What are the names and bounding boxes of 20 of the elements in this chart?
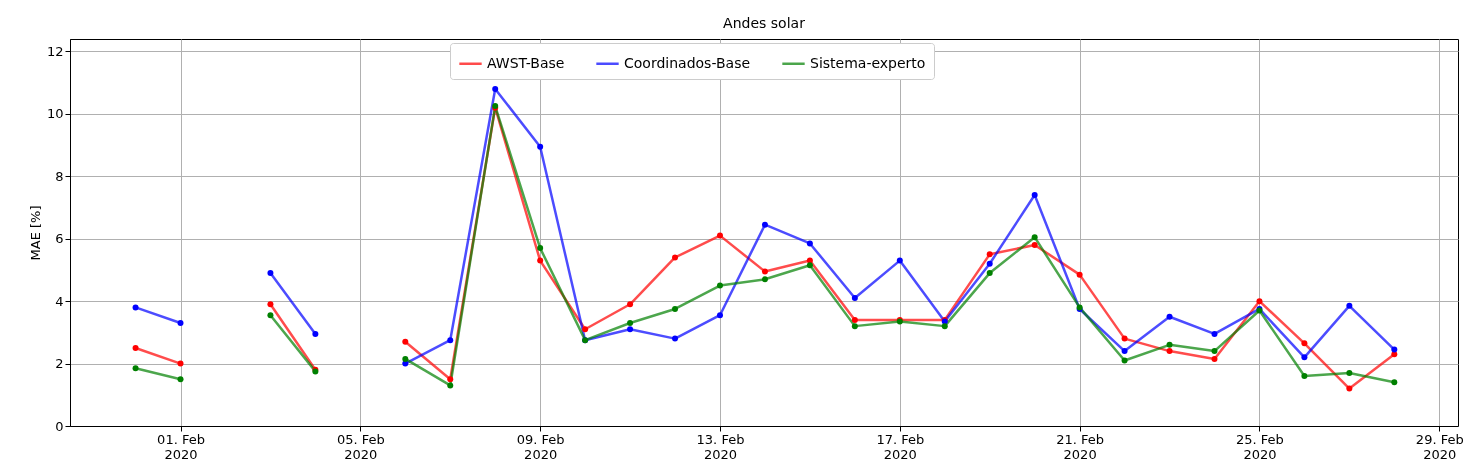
legend-label: Coordinados-Base [624,54,751,71]
x-tick-label: 05. Feb 2020 [336,431,385,462]
y-tick-label: 2 [55,356,64,372]
chart-title: Andes solar [723,15,806,31]
y-tick-label: 4 [55,293,64,309]
y-axis-title: MAE [%] [27,205,43,261]
y-tick-label: 0 [55,418,64,434]
legend-label: Sistema-experto [810,54,926,71]
y-tick-label: 12 [46,43,64,59]
x-tick-label: 21. Feb 2020 [1056,431,1105,462]
x-tick-label: 29. Feb 2020 [1415,431,1464,462]
x-tick-label: 25. Feb 2020 [1236,431,1284,462]
legend-label: AWST-Base [487,54,565,71]
x-tick-label: 01. Feb 2020 [157,431,205,462]
y-tick-label: 8 [55,168,64,184]
y-tick-label: 10 [46,106,64,122]
x-tick-label: 13. Feb 2020 [696,431,745,462]
x-tick-label: 09. Feb 2020 [516,431,565,462]
x-tick-label: 17. Feb 2020 [876,431,925,462]
y-tick-label: 6 [55,231,64,247]
